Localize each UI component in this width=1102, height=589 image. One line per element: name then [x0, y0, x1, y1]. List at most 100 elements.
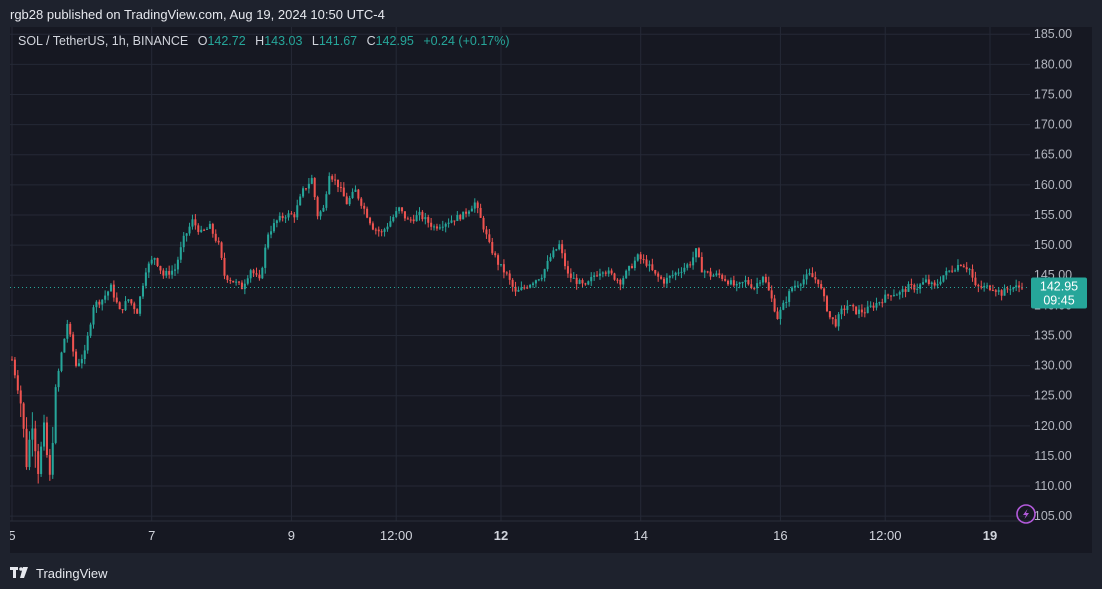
y-tick-label: 175.00 — [1034, 87, 1072, 101]
candle — [188, 222, 191, 236]
candle — [75, 348, 78, 368]
candle-body — [596, 275, 599, 277]
candle — [162, 268, 165, 279]
bolt-icon[interactable] — [1016, 504, 1036, 524]
candle-body — [435, 226, 438, 229]
candle — [168, 265, 171, 279]
candle-body — [959, 265, 962, 267]
candle — [476, 200, 479, 214]
candle — [569, 268, 572, 283]
candle — [453, 220, 456, 226]
candle — [988, 284, 992, 292]
candle-body — [916, 288, 919, 290]
candle-body — [179, 247, 182, 260]
candle-body — [304, 188, 307, 190]
candle — [508, 270, 511, 285]
candle-body — [767, 282, 770, 291]
candle-body — [648, 264, 651, 266]
candle-body — [793, 285, 796, 288]
candle — [555, 248, 558, 252]
candle — [648, 260, 651, 272]
candle-body — [392, 216, 395, 222]
candle — [363, 202, 366, 215]
candle — [421, 210, 424, 222]
candle-body — [825, 296, 829, 312]
candle-body — [287, 213, 290, 218]
candle — [994, 288, 997, 297]
candle-body — [354, 189, 357, 192]
candle-body — [849, 305, 852, 307]
candle — [619, 278, 622, 291]
candle-body — [345, 196, 348, 205]
symbol-label[interactable]: SOL / TetherUS, 1h, BINANCE — [18, 34, 189, 48]
candle — [89, 322, 92, 338]
candle-body — [491, 241, 494, 254]
candle-body — [939, 281, 942, 285]
price-tag-value: 142.95 — [1040, 280, 1078, 294]
candle-body — [692, 257, 695, 266]
candle — [922, 277, 925, 286]
candle — [767, 276, 770, 291]
candle — [57, 368, 60, 392]
candle-body — [511, 279, 514, 287]
candle-body — [881, 302, 884, 304]
candle — [811, 267, 814, 278]
candlestick-chart[interactable]: 105.00 110.00 115.00 120.00 125.00 130.00 135.… — [10, 27, 1092, 553]
candle-body — [823, 288, 826, 297]
candle-body — [191, 219, 194, 227]
candle-body — [566, 266, 569, 274]
candle-body — [19, 390, 22, 404]
candle — [470, 205, 473, 212]
candle — [660, 274, 663, 280]
candle-body — [502, 264, 505, 273]
candle — [785, 296, 788, 309]
candle — [738, 281, 741, 289]
candle-body — [462, 211, 465, 220]
candle — [680, 267, 683, 279]
candle-body — [636, 254, 639, 261]
candle-body — [278, 215, 281, 221]
candle-body — [584, 283, 587, 285]
candle — [732, 275, 735, 288]
candle — [334, 173, 337, 185]
candle — [159, 265, 162, 275]
candle-body — [272, 223, 275, 232]
candle — [526, 285, 529, 290]
candle — [304, 187, 307, 191]
candle — [890, 295, 893, 301]
candle — [182, 232, 185, 253]
candle — [150, 255, 153, 266]
candle-body — [243, 283, 246, 290]
candle — [34, 420, 37, 468]
close-value: 142.95 — [375, 34, 414, 48]
candle-body — [689, 264, 692, 266]
candle — [19, 385, 22, 417]
candle-body — [837, 314, 840, 327]
candle — [232, 280, 235, 283]
candle-body — [363, 205, 366, 209]
candle-body — [892, 294, 895, 296]
candle — [630, 263, 633, 269]
candle-body — [910, 284, 913, 286]
candle — [983, 282, 986, 292]
x-tick-label: 16 — [773, 528, 787, 543]
candle-body — [863, 312, 866, 314]
candle-body — [415, 215, 418, 222]
candle — [662, 276, 666, 288]
candle-body — [875, 302, 878, 308]
candle-body — [942, 275, 945, 282]
footer-branding[interactable]: TradingView — [10, 563, 108, 583]
candle — [820, 280, 823, 290]
candle — [296, 199, 299, 221]
candle — [855, 306, 858, 315]
chart-area[interactable]: 105.00 110.00 115.00 120.00 125.00 130.00 135.… — [10, 27, 1092, 553]
candle-body — [1003, 288, 1006, 296]
tradingview-logo-icon — [10, 567, 32, 579]
candle-body — [357, 189, 360, 199]
candle — [173, 263, 177, 276]
candle-body — [991, 290, 994, 292]
candle — [80, 354, 83, 369]
candle-body — [223, 257, 226, 276]
candle — [782, 300, 785, 311]
candle-body — [697, 248, 700, 257]
